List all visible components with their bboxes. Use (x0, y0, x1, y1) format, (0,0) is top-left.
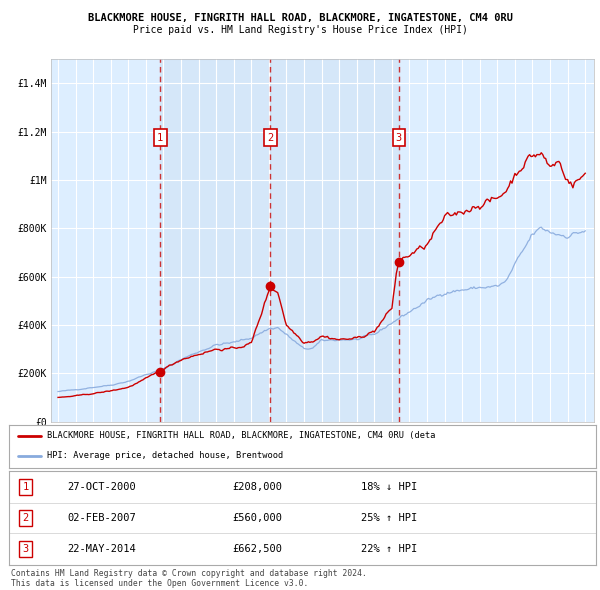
Text: Price paid vs. HM Land Registry's House Price Index (HPI): Price paid vs. HM Land Registry's House … (133, 25, 467, 35)
Text: This data is licensed under the Open Government Licence v3.0.: This data is licensed under the Open Gov… (11, 579, 308, 588)
Bar (271, 59, 399, 422)
Text: 22-MAY-2014: 22-MAY-2014 (68, 544, 136, 554)
Text: 22% ↑ HPI: 22% ↑ HPI (361, 544, 418, 554)
Text: 3: 3 (22, 544, 29, 554)
Text: 18% ↓ HPI: 18% ↓ HPI (361, 482, 418, 492)
Text: BLACKMORE HOUSE, FINGRITH HALL ROAD, BLACKMORE, INGATESTONE, CM4 0RU: BLACKMORE HOUSE, FINGRITH HALL ROAD, BLA… (88, 13, 512, 23)
Text: 27-OCT-2000: 27-OCT-2000 (68, 482, 136, 492)
Text: 3: 3 (395, 133, 402, 143)
Text: 2: 2 (22, 513, 29, 523)
Text: BLACKMORE HOUSE, FINGRITH HALL ROAD, BLACKMORE, INGATESTONE, CM4 0RU (deta: BLACKMORE HOUSE, FINGRITH HALL ROAD, BLA… (47, 431, 436, 440)
Text: 2: 2 (268, 133, 274, 143)
Text: 1: 1 (157, 133, 163, 143)
Text: 25% ↑ HPI: 25% ↑ HPI (361, 513, 418, 523)
Text: £208,000: £208,000 (232, 482, 282, 492)
Text: Contains HM Land Registry data © Crown copyright and database right 2024.: Contains HM Land Registry data © Crown c… (11, 569, 367, 578)
Text: £560,000: £560,000 (232, 513, 282, 523)
Text: 02-FEB-2007: 02-FEB-2007 (68, 513, 136, 523)
Text: HPI: Average price, detached house, Brentwood: HPI: Average price, detached house, Bren… (47, 451, 283, 460)
Text: £662,500: £662,500 (232, 544, 282, 554)
Bar (160, 59, 271, 422)
Text: 1: 1 (22, 482, 29, 492)
